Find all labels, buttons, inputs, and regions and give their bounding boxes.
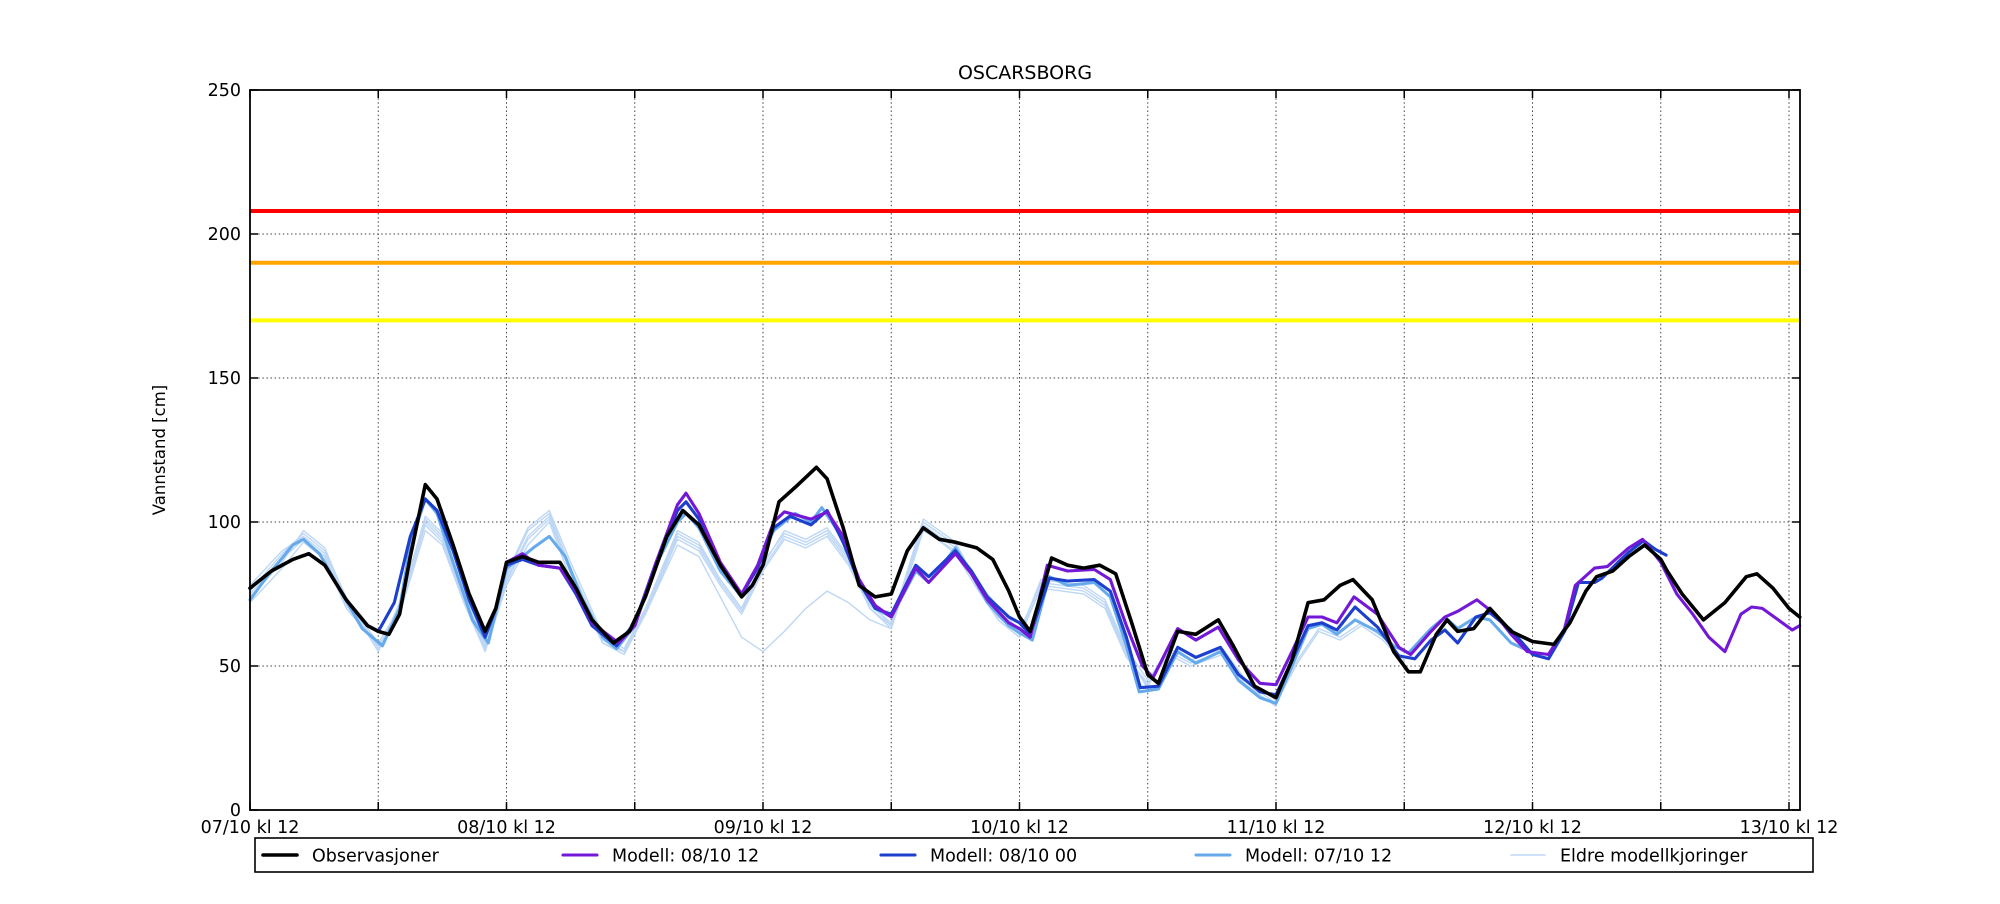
legend-label-4: Modell: 07/10 12	[1245, 847, 1392, 867]
y-tick-label: 150	[208, 369, 241, 389]
series-line-eldre-modellkjoring-3	[249, 521, 1277, 707]
legend-label-5: Eldre modellkjoringer	[1560, 847, 1748, 867]
y-tick-label: 100	[208, 513, 241, 533]
x-tick-label: 09/10 kl 12	[714, 818, 813, 838]
y-tick-label: 250	[208, 81, 241, 101]
x-tick-label: 11/10 kl 12	[1227, 818, 1326, 838]
x-tick-label: 13/10 kl 12	[1740, 818, 1839, 838]
y-tick-label: 0	[230, 801, 241, 821]
x-tick-label: 12/10 kl 12	[1483, 818, 1582, 838]
y-tick-label: 200	[208, 225, 241, 245]
y-axis-label: Vannstand [cm]	[150, 385, 169, 515]
x-tick-label: 10/10 kl 12	[970, 818, 1069, 838]
legend-label-1: Observasjoner	[312, 847, 440, 867]
x-tick-label: 08/10 kl 12	[457, 818, 556, 838]
legend-label-3: Modell: 08/10 00	[930, 847, 1077, 867]
series-line-eldre-modellkjoring-5	[249, 518, 1405, 705]
y-tick-label: 50	[219, 657, 241, 677]
chart-title: OSCARSBORG	[958, 62, 1092, 84]
plot-border	[249, 89, 1801, 811]
legend-box	[254, 837, 1814, 873]
x-tick-label: 07/10 kl 12	[201, 818, 300, 838]
legend-label-2: Modell: 08/10 12	[612, 847, 759, 867]
series-line-modell-08-10-00	[376, 497, 1668, 697]
series-line-observasjoner	[248, 465, 1802, 700]
